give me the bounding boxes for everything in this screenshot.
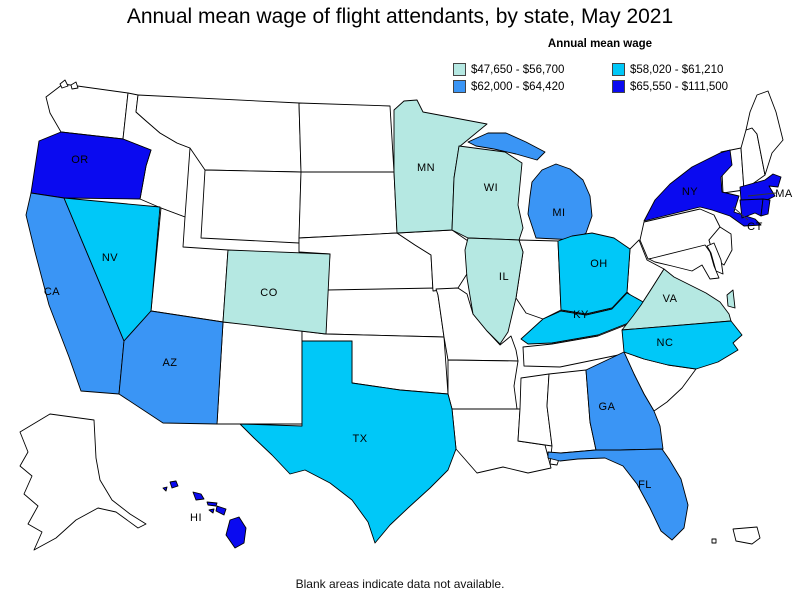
- state-label-TX: TX: [352, 433, 367, 445]
- legend-item: $58,020 - $61,210: [612, 63, 723, 76]
- leader-line-MA: [747, 192, 777, 197]
- state-VA: [621, 268, 732, 331]
- state-IL: [464, 237, 524, 345]
- state-FL: [547, 448, 689, 541]
- state-label-MA: MA: [775, 188, 793, 200]
- state-OR: [30, 131, 152, 200]
- state-CT: [739, 198, 764, 219]
- state-label-FL: FL: [638, 479, 652, 491]
- state-label-NY: NY: [682, 186, 698, 198]
- state-label-IL: IL: [499, 271, 509, 283]
- legend-swatch-bin2: [612, 63, 625, 76]
- state-HI: [215, 505, 227, 516]
- legend-title: Annual mean wage: [547, 38, 653, 50]
- state-label-CA: CA: [44, 286, 60, 298]
- state-DE: [706, 242, 724, 275]
- state-HI: [208, 508, 215, 514]
- state-HI: [225, 516, 247, 549]
- state-label-CO: CO: [260, 287, 278, 299]
- state-label-NV: NV: [102, 252, 118, 264]
- state-MD: [648, 244, 720, 280]
- state-label-MN: MN: [417, 162, 435, 174]
- legend: Annual mean wage $47,650 - $56,700 $58,0…: [440, 38, 790, 93]
- legend-swatch-bin4: [612, 80, 625, 93]
- state-NY: [643, 149, 762, 227]
- legend-label-bin1: $47,650 - $56,700: [471, 63, 565, 76]
- state-label-CT: CT: [747, 221, 763, 233]
- state-KS: [325, 287, 445, 338]
- state-label-WI: WI: [484, 182, 498, 194]
- state-PR: [711, 538, 717, 544]
- state-label-GA: GA: [599, 401, 616, 413]
- state-label-OH: OH: [590, 258, 608, 270]
- state-label-VA: VA: [663, 293, 678, 305]
- state-GA: [585, 351, 664, 451]
- state-AK: [19, 413, 147, 551]
- state-SD: [298, 171, 398, 239]
- state-label-OR: OR: [71, 154, 89, 166]
- legend-label-bin2: $58,020 - $61,210: [630, 63, 724, 76]
- state-MI: [467, 132, 546, 161]
- state-HI: [169, 480, 179, 489]
- state-WA: [70, 81, 79, 90]
- state-MO: [435, 287, 519, 362]
- state-HI: [192, 491, 205, 501]
- state-ND: [298, 102, 395, 173]
- state-RI: [760, 198, 771, 217]
- state-label-NC: NC: [657, 337, 674, 349]
- leader-line-CT: [732, 206, 749, 221]
- state-label-AZ: AZ: [162, 357, 177, 369]
- legend-item: $65,550 - $111,500: [612, 80, 728, 93]
- state-PR: [732, 526, 761, 545]
- legend-label-bin3: $62,000 - $64,420: [471, 80, 565, 93]
- state-KY: [520, 292, 646, 345]
- legend-item: $47,650 - $56,700: [453, 63, 564, 76]
- state-MS: [517, 373, 553, 447]
- footnote: Blank areas indicate data not available.: [295, 577, 505, 591]
- state-HI: [206, 501, 218, 507]
- state-label-MI: MI: [552, 207, 565, 219]
- state-HI: [162, 486, 168, 492]
- state-NM: [216, 321, 303, 425]
- state-NC: [621, 320, 743, 370]
- state-WA: [45, 83, 129, 140]
- state-WI: [451, 145, 524, 241]
- legend-swatch-bin3: [453, 80, 466, 93]
- state-AR: [447, 359, 519, 410]
- state-VA: [726, 289, 736, 309]
- legend-label-bin4: $65,550 - $111,500: [630, 80, 729, 93]
- state-TX: [239, 340, 457, 544]
- legend-swatch-bin1: [453, 63, 466, 76]
- state-ME: [745, 90, 784, 176]
- page-title: Annual mean wage of flight attendants, b…: [126, 5, 674, 28]
- legend-item: $62,000 - $64,420: [453, 80, 564, 93]
- state-WY: [200, 169, 302, 244]
- state-label-KY: KY: [573, 309, 589, 321]
- state-WA: [59, 79, 69, 89]
- state-OH: [557, 232, 631, 315]
- state-CO: [222, 249, 331, 335]
- state-label-HI: HI: [190, 512, 202, 524]
- state-MI: [527, 163, 593, 241]
